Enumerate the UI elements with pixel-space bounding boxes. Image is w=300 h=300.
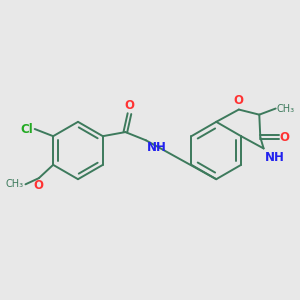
Text: O: O [234, 94, 244, 107]
Text: O: O [124, 99, 134, 112]
Text: CH₃: CH₃ [277, 103, 295, 113]
Text: O: O [34, 179, 44, 192]
Text: CH₃: CH₃ [5, 179, 23, 189]
Text: O: O [280, 131, 290, 144]
Text: NH: NH [147, 141, 167, 154]
Text: NH: NH [265, 151, 284, 164]
Text: Cl: Cl [20, 122, 33, 136]
